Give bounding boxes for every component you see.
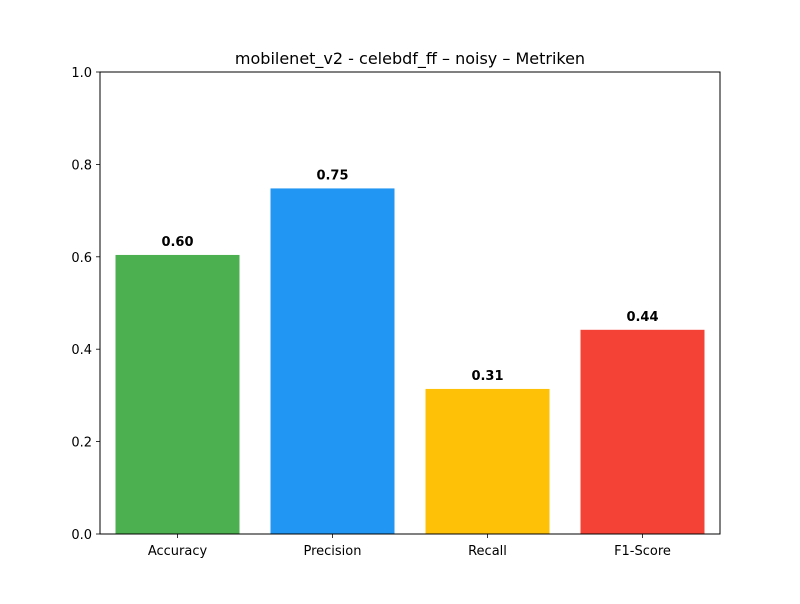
x-tick-label: Accuracy bbox=[148, 544, 208, 559]
y-tick-label: 1.0 bbox=[71, 66, 92, 81]
x-tick-label: Recall bbox=[468, 544, 507, 559]
y-tick-label: 0.4 bbox=[71, 343, 92, 358]
bar-recall bbox=[425, 388, 550, 534]
bar-accuracy bbox=[115, 254, 240, 534]
y-tick-label: 0.6 bbox=[71, 251, 92, 266]
bar-value-label: 0.75 bbox=[316, 168, 348, 183]
x-tick-label: Precision bbox=[303, 544, 361, 559]
plot-area: 0.60 Accuracy 0.75 Precision 0.31 Recall 0.44 F… bbox=[71, 66, 721, 559]
x-tick-label: F1-Score bbox=[614, 544, 671, 559]
axes-frame bbox=[99, 71, 721, 535]
bar-precision bbox=[270, 188, 395, 534]
chart-title: mobilenet_v2 - celebdf_ff – noisy – Metr… bbox=[235, 49, 585, 69]
bar-value-label: 0.44 bbox=[626, 310, 658, 325]
y-tick-label: 0.0 bbox=[71, 528, 92, 543]
bar-value-label: 0.60 bbox=[161, 235, 193, 250]
y-tick-label: 0.8 bbox=[71, 158, 92, 173]
y-tick-label: 0.2 bbox=[71, 436, 92, 451]
bar-value-label: 0.31 bbox=[471, 369, 503, 384]
bar-f1-score bbox=[580, 329, 705, 534]
